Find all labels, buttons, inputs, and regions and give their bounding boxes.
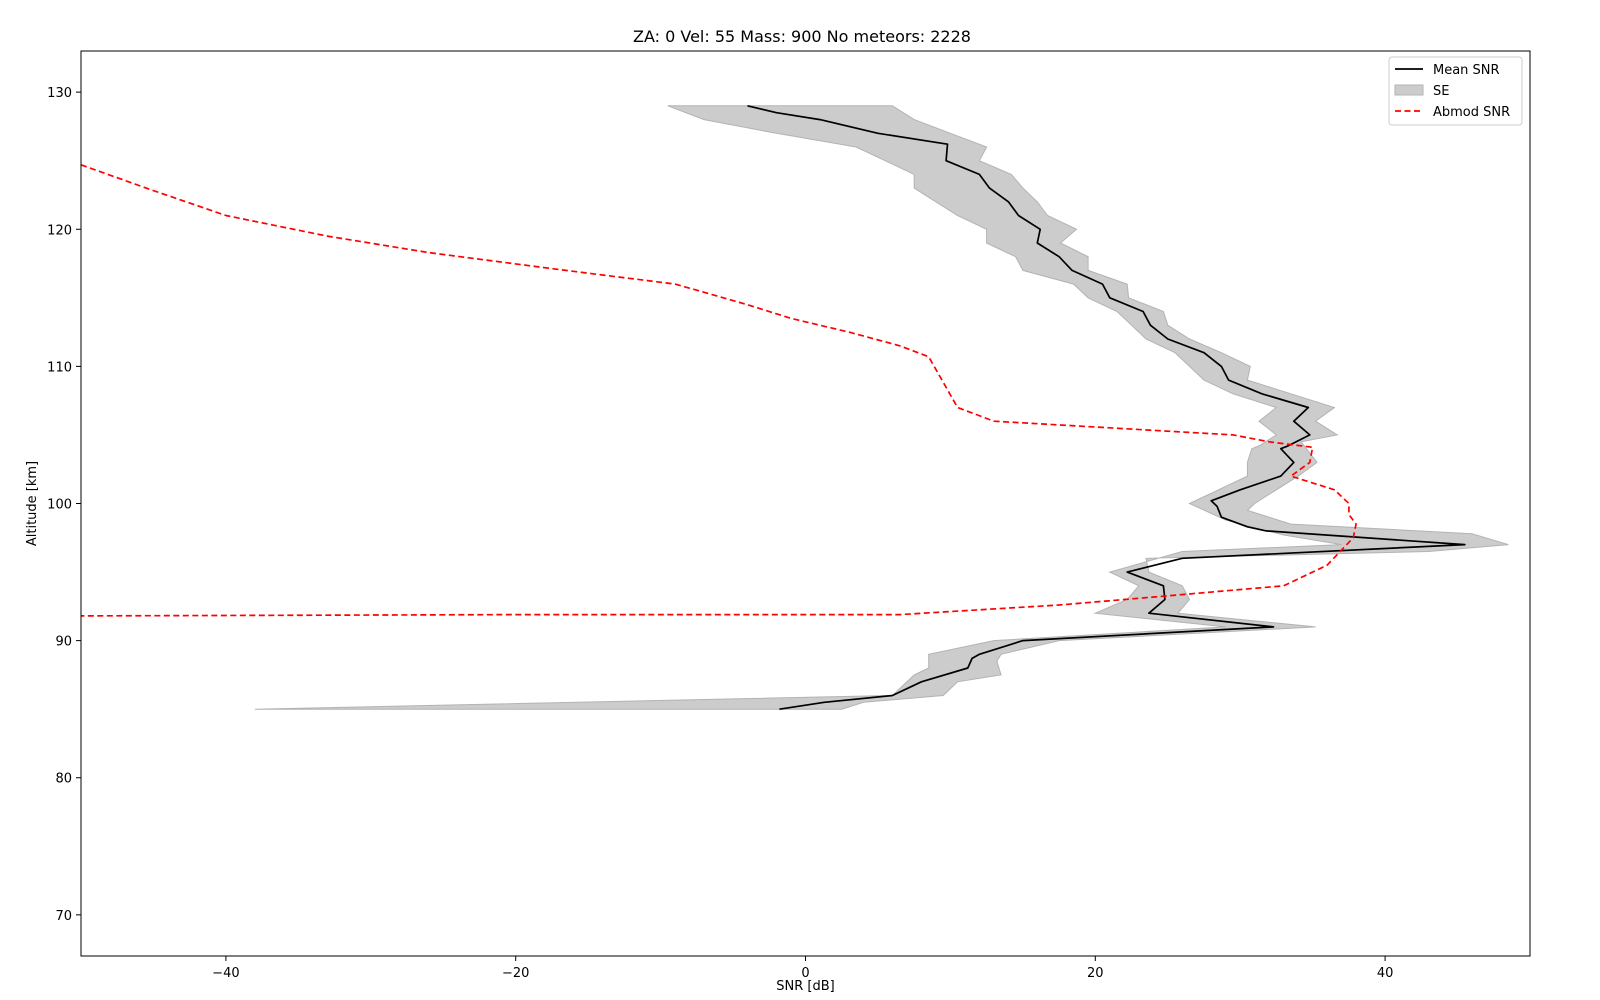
x-tick-label: −20 [502, 966, 529, 981]
legend-swatch-se [1394, 84, 1424, 96]
abmod-snr-line [81, 163, 1357, 617]
legend: Mean SNR SE Abmod SNR [1388, 56, 1523, 126]
y-tick-label: 130 [47, 86, 72, 101]
y-tick-label: 110 [47, 360, 72, 375]
y-tick-label: 120 [47, 223, 72, 238]
legend-label: SE [1433, 84, 1449, 99]
x-tick-label: 20 [1087, 966, 1104, 981]
plot-frame [80, 50, 1531, 957]
mean-snr-line [747, 104, 1466, 711]
legend-label: Mean SNR [1433, 63, 1500, 78]
y-tick-label: 90 [55, 635, 72, 650]
legend-label: Abmod SNR [1433, 105, 1510, 120]
y-tick-label: 80 [55, 772, 72, 787]
series-lines [81, 104, 1466, 711]
x-tick-label: −40 [212, 966, 239, 981]
y-axis-ticks: 70 80 90 100 110 120 130 [47, 86, 81, 924]
y-axis-label: Altitude [km] [25, 461, 40, 546]
y-tick-label: 100 [47, 498, 72, 513]
y-tick-label: 70 [55, 909, 72, 924]
x-tick-label: 40 [1377, 966, 1394, 981]
x-axis-label: SNR [dB] [776, 979, 834, 994]
se-fill-area [254, 105, 1509, 710]
x-tick-label: 0 [801, 966, 809, 981]
legend-box [1388, 56, 1523, 126]
x-axis-ticks: −40 −20 0 20 40 [212, 956, 1393, 981]
chart-title: ZA: 0 Vel: 55 Mass: 900 No meteors: 2228 [633, 27, 971, 46]
se-band [254, 105, 1509, 710]
